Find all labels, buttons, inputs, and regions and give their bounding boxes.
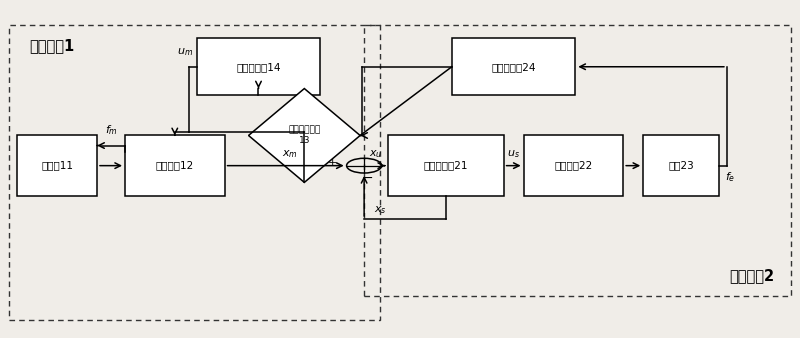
Bar — [364, 25, 790, 296]
Text: $f_m$: $f_m$ — [105, 123, 118, 137]
Text: 从边回路2: 从边回路2 — [730, 268, 774, 283]
Text: 主机器人12: 主机器人12 — [156, 161, 194, 171]
Bar — [197, 38, 320, 95]
Text: 环境23: 环境23 — [668, 161, 694, 171]
Text: −: − — [363, 172, 374, 185]
Text: $x_s$: $x_s$ — [374, 204, 386, 216]
Text: $u_m$: $u_m$ — [177, 47, 193, 58]
Bar — [388, 136, 504, 196]
Text: $x_u$: $x_u$ — [370, 148, 382, 160]
Text: +: + — [327, 158, 337, 168]
Text: $f_e$: $f_e$ — [726, 170, 736, 184]
Text: 从边控制器21: 从边控制器21 — [423, 161, 468, 171]
Text: 从机器人22: 从机器人22 — [554, 161, 593, 171]
Text: 触觉传感器24: 触觉传感器24 — [491, 62, 536, 72]
Bar — [452, 38, 575, 95]
Polygon shape — [249, 89, 360, 183]
Text: $x_m$: $x_m$ — [282, 148, 298, 160]
Bar — [643, 136, 719, 196]
Text: $u_s$: $u_s$ — [507, 148, 520, 160]
Bar — [523, 136, 623, 196]
Text: 主边回路开关
13: 主边回路开关 13 — [288, 126, 321, 145]
Text: 操作者11: 操作者11 — [41, 161, 73, 171]
Text: 主边回路1: 主边回路1 — [30, 38, 74, 53]
Bar — [125, 136, 225, 196]
Bar — [18, 136, 97, 196]
Bar — [10, 25, 380, 320]
Text: 主边控制器14: 主边控制器14 — [236, 62, 281, 72]
